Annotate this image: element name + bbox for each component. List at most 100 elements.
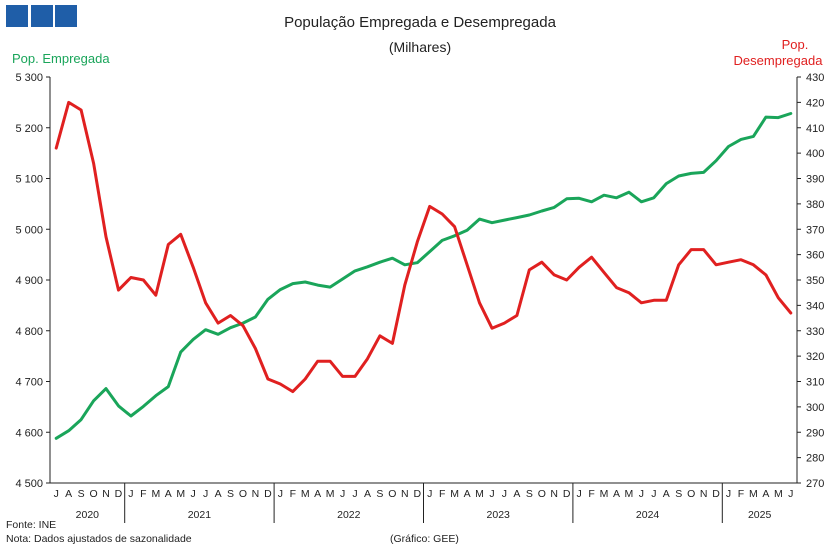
month-tick-label: O bbox=[388, 488, 396, 500]
month-tick-label: J bbox=[128, 488, 133, 500]
right-tick-label: 390 bbox=[806, 174, 824, 186]
left-tick-label: 4 600 bbox=[15, 427, 43, 439]
month-tick-label: N bbox=[252, 488, 260, 500]
month-tick-label: J bbox=[726, 488, 731, 500]
month-tick-label: A bbox=[215, 488, 222, 500]
right-tick-label: 380 bbox=[806, 199, 824, 211]
right-axis-label-line2: Desempregada bbox=[734, 53, 824, 68]
month-tick-label: F bbox=[738, 488, 744, 500]
month-tick-label: O bbox=[89, 488, 97, 500]
year-label: 2023 bbox=[487, 509, 511, 521]
year-label: 2022 bbox=[337, 509, 361, 521]
month-tick-label: M bbox=[749, 488, 758, 500]
x-year-ticks: 2020 2021 2022 2023 2024 2025 bbox=[76, 483, 772, 523]
month-tick-label: J bbox=[651, 488, 656, 500]
month-tick-label: M bbox=[326, 488, 335, 500]
month-tick-label: J bbox=[340, 488, 345, 500]
series-lines bbox=[54, 100, 793, 440]
unemployed-series-line bbox=[54, 100, 793, 394]
month-tick-label: D bbox=[413, 488, 421, 500]
month-tick-label: M bbox=[625, 488, 634, 500]
month-tick-label: A bbox=[364, 488, 371, 500]
month-tick-label: F bbox=[588, 488, 594, 500]
year-label: 2024 bbox=[636, 509, 660, 521]
chart-title: População Empregada e Desempregada bbox=[284, 14, 557, 31]
month-tick-label: M bbox=[151, 488, 160, 500]
right-y-ticks: 270 280 290 300 310 320 330 340 350 360 370 380 390 4… bbox=[797, 72, 824, 490]
month-tick-label: J bbox=[54, 488, 59, 500]
right-tick-label: 400 bbox=[806, 148, 824, 160]
month-tick-label: M bbox=[301, 488, 310, 500]
right-tick-label: 290 bbox=[806, 427, 824, 439]
left-tick-label: 4 500 bbox=[15, 478, 43, 490]
right-tick-label: 280 bbox=[806, 453, 824, 465]
left-tick-label: 4 700 bbox=[15, 377, 43, 389]
logo-block-2 bbox=[31, 5, 53, 27]
chart-subtitle: (Milhares) bbox=[389, 39, 451, 55]
month-tick-label: A bbox=[314, 488, 321, 500]
month-tick-label: F bbox=[439, 488, 445, 500]
right-tick-label: 420 bbox=[806, 97, 824, 109]
month-tick-label: M bbox=[176, 488, 185, 500]
month-tick-label: M bbox=[600, 488, 609, 500]
left-tick-label: 4 800 bbox=[15, 326, 43, 338]
month-tick-label: D bbox=[115, 488, 123, 500]
month-tick-label: S bbox=[376, 488, 383, 500]
month-tick-label: N bbox=[102, 488, 110, 500]
month-tick-label: J bbox=[203, 488, 208, 500]
logo-block-1 bbox=[6, 5, 28, 27]
right-tick-label: 410 bbox=[806, 123, 824, 135]
right-tick-label: 270 bbox=[806, 478, 824, 490]
right-tick-label: 370 bbox=[806, 224, 824, 236]
left-axis-label: Pop. Empregada bbox=[12, 51, 110, 66]
month-tick-label: A bbox=[464, 488, 471, 500]
left-tick-label: 5 100 bbox=[15, 174, 43, 186]
axes bbox=[49, 77, 798, 484]
right-tick-label: 360 bbox=[806, 250, 824, 262]
month-tick-label: A bbox=[663, 488, 670, 500]
year-label: 2025 bbox=[748, 509, 772, 521]
adjustment-note: Nota: Dados ajustados de sazonalidade bbox=[6, 533, 192, 545]
month-tick-label: S bbox=[227, 488, 234, 500]
month-tick-label: J bbox=[278, 488, 283, 500]
month-tick-label: D bbox=[712, 488, 720, 500]
month-tick-label: F bbox=[140, 488, 146, 500]
month-tick-label: A bbox=[762, 488, 769, 500]
right-tick-label: 310 bbox=[806, 377, 824, 389]
month-tick-label: A bbox=[165, 488, 172, 500]
month-tick-label: S bbox=[526, 488, 533, 500]
year-label: 2020 bbox=[76, 509, 100, 521]
month-tick-label: M bbox=[475, 488, 484, 500]
month-tick-label: J bbox=[352, 488, 357, 500]
right-tick-label: 300 bbox=[806, 402, 824, 414]
month-tick-label: S bbox=[675, 488, 682, 500]
month-tick-label: J bbox=[639, 488, 644, 500]
month-tick-label: O bbox=[239, 488, 247, 500]
left-tick-label: 5 300 bbox=[15, 72, 43, 84]
month-tick-label: N bbox=[401, 488, 409, 500]
month-tick-label: A bbox=[613, 488, 620, 500]
month-tick-label: J bbox=[788, 488, 793, 500]
right-tick-label: 350 bbox=[806, 275, 824, 287]
month-tick-label: M bbox=[774, 488, 783, 500]
left-y-ticks: 4 500 4 600 4 700 4 800 4 900 5 000 5 100 5 200… bbox=[15, 72, 50, 490]
left-tick-label: 5 000 bbox=[15, 224, 43, 236]
logo-block-3 bbox=[55, 5, 77, 27]
right-tick-label: 340 bbox=[806, 300, 824, 312]
month-tick-label: A bbox=[513, 488, 520, 500]
employed-series-line bbox=[54, 112, 793, 440]
month-tick-label: S bbox=[78, 488, 85, 500]
left-tick-label: 5 200 bbox=[15, 123, 43, 135]
left-tick-label: 4 900 bbox=[15, 275, 43, 287]
month-tick-label: J bbox=[577, 488, 582, 500]
month-tick-label: J bbox=[191, 488, 196, 500]
month-tick-label: F bbox=[290, 488, 296, 500]
month-tick-label: M bbox=[450, 488, 459, 500]
month-tick-label: J bbox=[427, 488, 432, 500]
month-tick-label: A bbox=[65, 488, 72, 500]
month-tick-label: O bbox=[687, 488, 695, 500]
right-axis-label-line1: Pop. bbox=[782, 37, 809, 52]
right-tick-label: 330 bbox=[806, 326, 824, 338]
